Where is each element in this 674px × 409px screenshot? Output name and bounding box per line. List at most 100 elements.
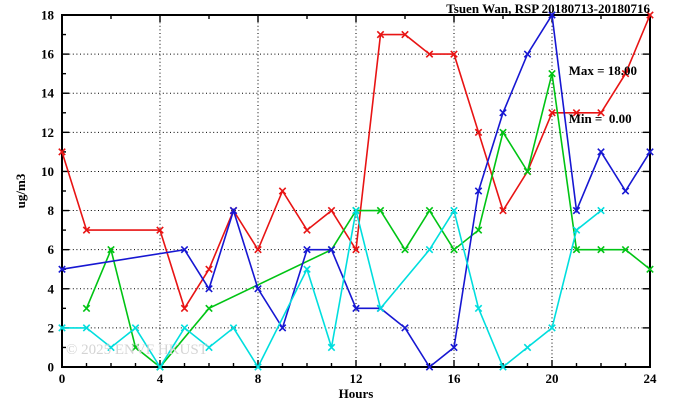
- data-point-marker: [131, 324, 140, 332]
- data-point-marker: [597, 245, 605, 254]
- y-tick-label: 6: [48, 242, 55, 257]
- y-tick-label: 2: [48, 320, 55, 335]
- data-point-marker: [425, 50, 434, 58]
- data-point-marker: [352, 304, 360, 313]
- data-point-marker: [425, 245, 434, 254]
- data-point-marker: [303, 226, 311, 234]
- y-tick-label: 8: [48, 203, 55, 218]
- data-point-marker: [303, 245, 311, 254]
- chart-title: Tsuen Wan, RSP 20180713-20180716: [446, 1, 650, 16]
- data-point-marker: [327, 245, 336, 254]
- data-point-marker: [205, 265, 213, 273]
- data-point-marker: [180, 324, 189, 332]
- data-point-marker: [499, 109, 507, 117]
- minmax-legend: Max = 18.00 Min = 0.00: [569, 31, 637, 159]
- data-point-marker: [205, 304, 213, 313]
- data-point-marker: [58, 324, 66, 332]
- y-tick-label: 10: [41, 164, 54, 179]
- data-point-marker: [131, 343, 140, 352]
- x-tick-label: 4: [157, 371, 164, 386]
- legend-min-line: Min = 0.00: [568, 111, 632, 126]
- data-point-marker: [597, 206, 605, 215]
- data-point-marker: [597, 148, 605, 156]
- data-point-marker: [499, 363, 507, 371]
- legend-max-line: Max = 18.00: [568, 63, 637, 78]
- data-point-marker: [523, 50, 532, 58]
- data-point-marker: [572, 245, 581, 254]
- data-point-marker: [621, 245, 630, 254]
- data-point-marker: [474, 128, 483, 137]
- data-point-marker: [82, 324, 91, 332]
- data-point-marker: [450, 206, 458, 215]
- data-point-marker: [352, 245, 360, 254]
- y-tick-label: 0: [48, 360, 55, 375]
- data-point-marker: [254, 285, 262, 293]
- y-tick-label: 16: [41, 47, 55, 62]
- data-point-marker: [621, 69, 630, 78]
- data-point-marker: [499, 128, 507, 137]
- data-point-marker: [156, 363, 164, 371]
- y-tick-label: 4: [48, 281, 55, 296]
- data-point-marker: [646, 265, 654, 273]
- data-point-marker: [205, 343, 213, 352]
- data-point-marker: [474, 187, 483, 195]
- x-tick-label: 0: [59, 371, 66, 386]
- data-point-marker: [352, 206, 360, 215]
- data-point-marker: [327, 343, 336, 352]
- data-point-marker: [646, 148, 654, 156]
- data-point-marker: [548, 11, 556, 19]
- data-point-marker: [180, 245, 189, 254]
- data-point-marker: [376, 30, 385, 39]
- x-tick-label: 8: [255, 371, 262, 386]
- data-point-marker: [450, 50, 458, 58]
- x-tick-label: 16: [448, 371, 462, 386]
- data-point-marker: [107, 245, 115, 254]
- data-point-marker: [474, 226, 483, 234]
- data-point-marker: [450, 245, 458, 254]
- data-point-marker: [254, 245, 262, 254]
- data-point-marker: [82, 226, 91, 234]
- data-point-marker: [376, 206, 385, 215]
- data-point-marker: [205, 285, 213, 293]
- data-point-marker: [229, 324, 238, 332]
- data-point-marker: [548, 109, 556, 117]
- data-point-marker: [278, 324, 287, 332]
- data-point-marker: [303, 265, 311, 273]
- data-point-marker: [499, 206, 507, 215]
- data-point-marker: [548, 324, 556, 332]
- data-point-marker: [425, 206, 434, 215]
- data-point-marker: [548, 69, 556, 78]
- data-point-marker: [572, 206, 581, 215]
- data-point-marker: [646, 11, 654, 19]
- data-point-marker: [425, 363, 434, 371]
- y-tick-label: 14: [41, 86, 55, 101]
- y-tick-label: 12: [41, 125, 54, 140]
- data-point-marker: [621, 187, 630, 195]
- data-point-marker: [523, 343, 532, 352]
- x-tick-label: 24: [644, 371, 658, 386]
- data-point-marker: [327, 206, 336, 215]
- data-point-marker: [450, 343, 458, 352]
- data-point-marker: [523, 167, 532, 176]
- data-point-marker: [156, 226, 164, 234]
- data-point-marker: [401, 30, 409, 39]
- data-point-marker: [58, 148, 66, 156]
- data-point-marker: [229, 206, 238, 215]
- x-tick-label: 12: [350, 371, 363, 386]
- data-point-marker: [597, 109, 605, 117]
- data-point-marker: [278, 187, 287, 195]
- watermark: © 2025 ENVF HKUST: [66, 342, 208, 358]
- x-axis-label: Hours: [338, 386, 374, 401]
- data-point-marker: [401, 245, 409, 254]
- y-axis-label: ug/m3: [13, 173, 28, 209]
- data-point-marker: [376, 304, 385, 313]
- data-point-marker: [58, 265, 66, 273]
- data-point-marker: [474, 304, 483, 313]
- data-point-marker: [180, 304, 189, 313]
- data-point-marker: [82, 304, 91, 313]
- data-point-marker: [401, 324, 409, 332]
- y-tick-label: 18: [41, 8, 55, 23]
- data-point-marker: [254, 363, 262, 371]
